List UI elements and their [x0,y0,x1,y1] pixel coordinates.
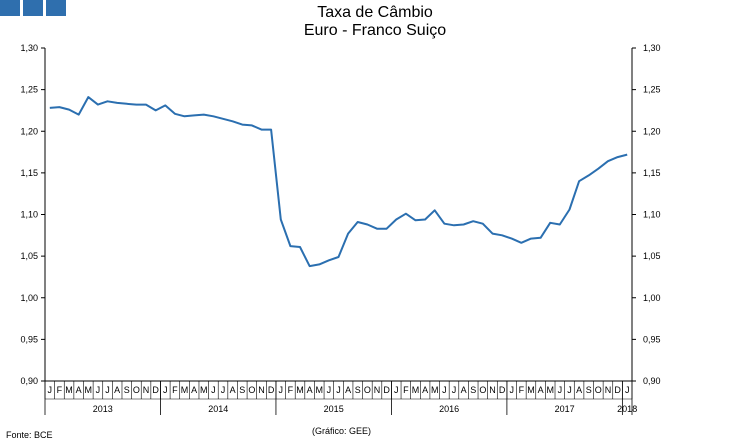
x-month-label: D [614,385,621,395]
x-year-label: 2016 [439,404,459,414]
x-month-label: J [567,385,572,395]
x-month-label: D [383,385,390,395]
x-month-label: M [65,385,73,395]
y-tick-label-left: 1,15 [20,168,38,178]
x-month-label: M [527,385,535,395]
y-tick-label-left: 1,10 [20,210,38,220]
x-month-label: J [279,385,284,395]
logo-square-icon [23,0,43,16]
x-month-label: A [114,385,120,395]
x-month-label: A [191,385,197,395]
x-month-label: F [519,385,525,395]
x-month-label: A [576,385,582,395]
chart-subtitle: Euro - Franco Suiço [303,22,447,39]
chart-title: Taxa de Câmbio [317,4,433,21]
y-tick-label-right: 1,05 [643,251,661,261]
x-month-label: F [288,385,294,395]
x-month-label: O [595,385,602,395]
source-note: Fonte: BCE [6,430,53,440]
x-month-label: J [221,385,226,395]
x-month-label: A [422,385,428,395]
x-month-label: M [412,385,420,395]
x-year-label: 2014 [208,404,228,414]
x-month-label: M [85,385,93,395]
x-month-label: J [336,385,341,395]
y-tick-label-right: 0,90 [643,376,661,386]
x-month-label: M [546,385,554,395]
y-tick-label-left: 0,95 [20,334,38,344]
x-month-label: J [442,385,447,395]
x-month-label: M [316,385,324,395]
x-month-label: O [133,385,140,395]
x-year-label: 2015 [324,404,344,414]
x-month-label: O [364,385,371,395]
x-month-label: J [163,385,168,395]
x-month-label: N [489,385,496,395]
x-month-label: M [200,385,208,395]
x-month-label: O [248,385,255,395]
x-month-label: S [470,385,476,395]
y-tick-label-right: 1,10 [643,210,661,220]
x-month-label: S [239,385,245,395]
x-month-label: S [586,385,592,395]
x-month-label: M [181,385,189,395]
x-month-label: J [509,385,514,395]
x-month-label: S [355,385,361,395]
y-tick-label-left: 1,20 [20,126,38,136]
x-month-label: F [403,385,409,395]
y-tick-label-left: 1,25 [20,85,38,95]
y-tick-label-right: 1,00 [643,293,661,303]
x-month-label: J [48,385,53,395]
x-month-label: F [57,385,63,395]
x-month-label: J [96,385,101,395]
y-tick-label-right: 1,25 [643,85,661,95]
y-tick-label-left: 1,30 [20,43,38,53]
x-month-label: J [394,385,399,395]
x-month-label: A [230,385,236,395]
x-month-label: J [452,385,457,395]
x-month-label: N [143,385,150,395]
y-tick-label-right: 1,15 [643,168,661,178]
x-month-label: S [124,385,130,395]
x-month-label: D [152,385,159,395]
logo-square-icon [46,0,66,16]
x-year-label: 2018 [617,404,637,414]
x-month-label: A [461,385,467,395]
x-month-label: J [105,385,110,395]
x-month-label: M [431,385,439,395]
x-month-label: O [479,385,486,395]
x-month-label: A [345,385,351,395]
x-month-label: A [538,385,544,395]
y-tick-label-left: 1,05 [20,251,38,261]
x-month-label: M [296,385,304,395]
x-month-label: N [605,385,612,395]
x-month-label: F [172,385,178,395]
y-tick-label-right: 1,20 [643,126,661,136]
x-month-label: A [76,385,82,395]
x-month-label: J [625,385,630,395]
x-month-label: N [374,385,381,395]
series-line-eur-chf [49,96,628,268]
x-year-label: 2017 [555,404,575,414]
x-month-label: A [307,385,313,395]
logo-square-icon [0,0,20,16]
credit-note: (Gráfico: GEE) [312,426,372,436]
y-tick-label-right: 0,95 [643,334,661,344]
x-month-label: D [499,385,506,395]
x-month-label: J [558,385,563,395]
y-tick-label-right: 1,30 [643,43,661,53]
y-tick-label-left: 0,90 [20,376,38,386]
x-year-label: 2013 [93,404,113,414]
x-month-label: J [327,385,332,395]
y-tick-label-left: 1,00 [20,293,38,303]
x-month-label: N [258,385,265,395]
x-month-label: D [268,385,275,395]
x-month-label: J [211,385,216,395]
